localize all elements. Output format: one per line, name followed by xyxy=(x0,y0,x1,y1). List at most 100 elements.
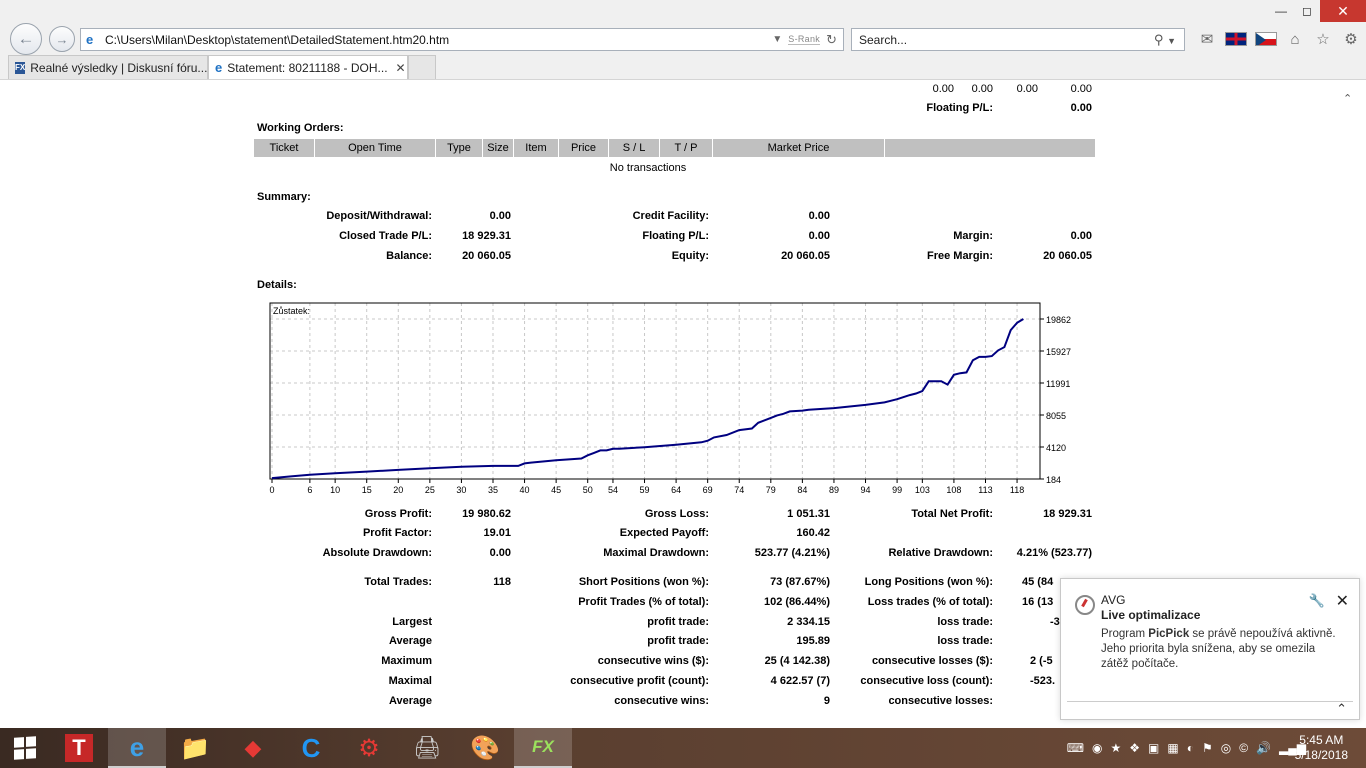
closed-trade-label: Closed Trade P/L: xyxy=(339,230,432,242)
avg-message-post: se právě nepoužívá aktivně. Jeho priorit… xyxy=(1101,628,1336,670)
flag-icon[interactable]: ⚑ xyxy=(1201,741,1213,755)
taskbar-app-red[interactable]: ⚙ xyxy=(340,728,398,768)
cz-flag-icon[interactable] xyxy=(1255,32,1277,46)
c-app-icon: C xyxy=(301,732,321,763)
t-app-icon: T xyxy=(65,734,93,762)
gross-profit-label: Gross Profit: xyxy=(364,508,432,520)
credit-value: 0.00 xyxy=(808,210,830,222)
tab-forum[interactable]: FX Realné výsledky | Diskusní fóru... xyxy=(8,55,208,79)
srank-indicator[interactable]: S-Rank xyxy=(788,34,821,45)
minimize-button[interactable]: — xyxy=(1275,4,1287,18)
start-button[interactable] xyxy=(0,728,50,768)
taskbar-app-explorer[interactable]: 📁 xyxy=(166,728,224,768)
avg-subtitle: Live optimalizace xyxy=(1101,608,1201,622)
no-transactions-text: No transactions xyxy=(609,162,687,174)
tray-app-icon[interactable]: ◉ xyxy=(1092,741,1103,755)
tray-app-icon[interactable]: ◐ xyxy=(1186,741,1194,755)
search-icon[interactable]: ⚲ xyxy=(1153,31,1164,47)
dropdown-icon[interactable]: ▼ xyxy=(772,34,783,45)
balance-label: Balance: xyxy=(386,250,432,262)
avg-consecutive-wins-value: 9 xyxy=(823,695,830,707)
search-box[interactable]: Search... ⚲ ▼ xyxy=(851,28,1185,51)
total-trades-value: 118 xyxy=(493,576,511,588)
address-url[interactable]: C:\Users\Milan\Desktop\statement\Detaile… xyxy=(105,32,450,47)
expected-payoff-label: Expected Payoff: xyxy=(619,527,709,539)
folder-icon: 📁 xyxy=(180,734,210,762)
short-positions-value: 73 (87.67%) xyxy=(770,576,830,588)
equity-label: Equity: xyxy=(671,250,709,262)
taskbar-app-ie[interactable]: e xyxy=(108,728,166,768)
chart-x-tick-label: 103 xyxy=(915,485,930,495)
profit-factor-value: 19.01 xyxy=(483,527,511,539)
close-tab-icon[interactable]: ✕ xyxy=(395,60,406,75)
average-profit-label: profit trade: xyxy=(647,635,709,647)
maximize-button[interactable]: ◻ xyxy=(1302,4,1312,18)
chart-x-tick-label: 45 xyxy=(551,485,561,495)
home-icon[interactable]: ⌂ xyxy=(1290,30,1300,48)
short-positions-label: Short Positions (won %): xyxy=(578,576,709,588)
chart-x-tick-label: 113 xyxy=(978,485,992,495)
tray-app-icon[interactable]: ▣ xyxy=(1148,741,1160,755)
new-tab-button[interactable] xyxy=(408,55,436,79)
forward-arrow-icon: → xyxy=(55,31,69,47)
chart-y-tick-label: 184 xyxy=(1046,475,1061,485)
gear-icon[interactable]: ⚙ xyxy=(1344,31,1358,48)
network-signal-icon[interactable]: ▂▄▆ xyxy=(1279,741,1306,755)
forward-button[interactable]: → xyxy=(49,26,75,52)
avg-notification[interactable]: AVG Live optimalizace 🔧 ✕ Program PicPic… xyxy=(1060,578,1360,720)
summary-title: Summary: xyxy=(257,191,311,203)
profit-trades-label: Profit Trades (% of total): xyxy=(578,596,709,608)
taskbar: T e 📁 ◆ C ⚙ 🖨 🎨 FX ⌨ ◉ ★ ❖ ▣ ▦ ◐ ⚑ ◎ © 🔊… xyxy=(0,728,1366,768)
gross-loss-label: Gross Loss: xyxy=(644,508,709,520)
search-input[interactable]: Search... xyxy=(859,32,908,47)
scroll-up-icon[interactable]: ⌃ xyxy=(1343,93,1353,105)
tab-statement[interactable]: e Statement: 80211188 - DOH... ✕ xyxy=(208,55,408,79)
vertical-scrollbar[interactable]: ⌃ xyxy=(1340,80,1357,722)
taskbar-app-monitor[interactable]: 🖨 xyxy=(398,728,456,768)
chart-x-tick-label: 89 xyxy=(829,485,839,495)
tray-app-icon[interactable]: ❖ xyxy=(1129,741,1141,755)
col-ticket: Ticket xyxy=(254,139,315,157)
avg-consecutive-losses-label: consecutive losses: xyxy=(888,695,993,707)
address-bar[interactable]: e C:\Users\Milan\Desktop\statement\Detai… xyxy=(80,28,844,51)
top-value-2: 0.00 xyxy=(971,83,993,95)
taskbar-app-fx[interactable]: FX xyxy=(514,728,572,768)
tray-app-icon[interactable]: © xyxy=(1239,741,1249,755)
palette-icon: 🎨 xyxy=(470,734,500,762)
expected-payoff-value: 160.42 xyxy=(796,527,830,539)
taskbar-app-c[interactable]: C xyxy=(282,728,340,768)
uk-flag-icon[interactable] xyxy=(1225,32,1247,46)
chart-title: Zůstatek: xyxy=(273,306,310,316)
top-floating-value: 0.00 xyxy=(1070,102,1092,114)
close-window-button[interactable]: ✕ xyxy=(1320,0,1366,22)
chart-y-tick-label: 19862 xyxy=(1046,315,1071,325)
monitor-icon: 🖨 xyxy=(413,735,441,760)
chart-x-tick-label: 6 xyxy=(307,485,312,495)
tab-label: Realné výsledky | Diskusní fóru... xyxy=(30,60,208,75)
chevron-up-icon[interactable]: ⌃ xyxy=(1336,701,1347,716)
clock[interactable]: 5:45 AM 5/18/2018 xyxy=(1295,733,1348,763)
avg-message-app: PicPick xyxy=(1148,628,1190,640)
wrench-icon[interactable]: 🔧 xyxy=(1308,593,1325,608)
favorites-star-icon[interactable]: ☆ xyxy=(1316,31,1330,48)
top-value-1: 0.00 xyxy=(932,83,954,95)
keyboard-icon[interactable]: ⌨ xyxy=(1066,741,1085,755)
chart-x-tick-label: 50 xyxy=(583,485,593,495)
total-net-value: 18 929.31 xyxy=(1043,508,1092,520)
back-button[interactable]: ← xyxy=(10,23,42,55)
taskbar-app-paint[interactable]: 🎨 xyxy=(456,728,514,768)
mail-icon[interactable]: ✉ xyxy=(1200,31,1214,48)
volume-icon[interactable]: 🔊 xyxy=(1256,741,1272,755)
tray-app-icon[interactable]: ▦ xyxy=(1167,741,1179,755)
avg-logo-icon xyxy=(1075,595,1095,615)
search-dropdown-icon[interactable]: ▼ xyxy=(1167,35,1176,46)
col-open-time: Open Time xyxy=(315,139,436,157)
taskbar-app-cube[interactable]: ◆ xyxy=(224,728,282,768)
tray-app-icon[interactable]: ◎ xyxy=(1220,741,1232,755)
deposit-value: 0.00 xyxy=(489,210,511,222)
tray-app-icon[interactable]: ★ xyxy=(1110,741,1122,755)
close-notification-icon[interactable]: ✕ xyxy=(1335,593,1349,610)
refresh-icon[interactable]: ↻ xyxy=(826,31,837,47)
tab-strip: FX Realné výsledky | Diskusní fóru... e … xyxy=(8,55,436,79)
taskbar-app-t[interactable]: T xyxy=(50,728,108,768)
